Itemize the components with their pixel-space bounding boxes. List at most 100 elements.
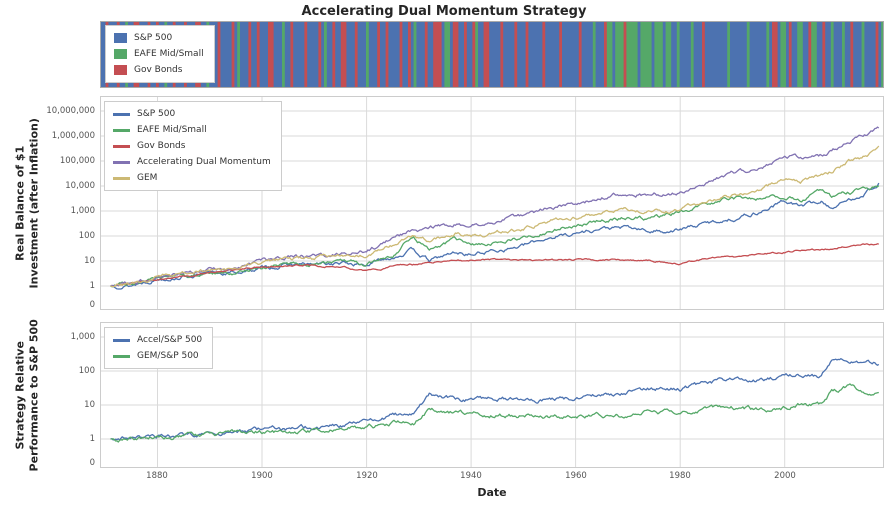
ratio-chart-legend: Accel/S&P 500 GEM/S&P 500 xyxy=(104,327,214,369)
allocation-bar xyxy=(839,21,843,88)
allocation-bar xyxy=(825,21,829,88)
allocation-bar xyxy=(713,21,717,88)
allocation-bar xyxy=(427,21,431,88)
allocation-bar xyxy=(746,21,751,88)
legend-label: GEM/S&P 500 xyxy=(137,351,199,361)
allocation-bar xyxy=(368,21,373,88)
allocation-bar xyxy=(595,21,599,88)
allocation-bar xyxy=(522,21,527,88)
allocation-bar xyxy=(433,21,437,88)
allocation-bar xyxy=(556,21,560,88)
allocation-bar xyxy=(324,21,328,88)
y-tick-label: 1 xyxy=(89,434,95,444)
allocation-bar xyxy=(559,21,563,88)
allocation-bar xyxy=(816,21,821,88)
allocation-legend: S&P 500 EAFE Mid/Small Gov Bonds xyxy=(105,25,215,83)
y-tick-label: 10 xyxy=(84,400,95,410)
allocation-bar xyxy=(844,21,849,88)
legend-label: S&P 500 xyxy=(137,109,176,119)
allocation-bar xyxy=(528,21,532,88)
allocation-bar xyxy=(660,21,664,88)
allocation-bar xyxy=(772,21,776,88)
allocation-bar xyxy=(416,21,420,88)
allocation-bar xyxy=(850,21,854,88)
allocation-bar xyxy=(766,21,770,88)
allocation-bar xyxy=(298,21,303,88)
allocation-bar xyxy=(732,21,737,88)
allocation-bar xyxy=(612,21,616,88)
allocation-bar xyxy=(536,21,541,88)
allocation-bar xyxy=(321,21,325,88)
legend-swatch xyxy=(114,49,127,59)
allocation-bar xyxy=(100,21,104,88)
allocation-bar xyxy=(545,21,549,88)
allocation-bar xyxy=(682,21,686,88)
allocation-bar xyxy=(735,21,739,88)
allocation-bar xyxy=(240,21,244,88)
allocation-bar xyxy=(847,21,851,88)
legend-label: Accelerating Dual Momentum xyxy=(137,157,271,167)
allocation-bar xyxy=(738,21,742,88)
allocation-bar xyxy=(629,21,633,88)
allocation-bar xyxy=(312,21,317,88)
series-accelerating-dual-momentum xyxy=(110,126,880,287)
y-tick-label: 100,000 xyxy=(59,156,95,166)
allocation-bar xyxy=(377,21,381,88)
allocation-bar xyxy=(780,21,784,88)
allocation-bar xyxy=(822,21,826,88)
allocation-bar xyxy=(340,21,345,88)
allocation-bar xyxy=(284,21,289,88)
allocation-bar xyxy=(343,21,347,88)
allocation-bar xyxy=(444,21,448,88)
allocation-bar xyxy=(234,21,238,88)
allocation-bar xyxy=(842,21,846,88)
allocation-bar xyxy=(410,21,415,88)
allocation-bar xyxy=(338,21,342,88)
allocation-bar xyxy=(478,21,482,88)
allocation-bar xyxy=(581,21,585,88)
allocation-bar xyxy=(494,21,499,88)
allocation-bar xyxy=(774,21,779,88)
allocation-bar xyxy=(380,21,384,88)
allocation-bar xyxy=(486,21,490,88)
legend-item: GEM/S&P 500 xyxy=(113,348,202,364)
allocation-bar xyxy=(226,21,230,88)
allocation-bar xyxy=(584,21,588,88)
allocation-bar xyxy=(450,21,454,88)
legend-swatch xyxy=(113,354,130,358)
legend-label: Gov Bonds xyxy=(134,65,183,75)
allocation-bar xyxy=(245,21,249,88)
allocation-bar xyxy=(749,21,753,88)
allocation-bar xyxy=(399,21,403,88)
allocation-bar xyxy=(354,21,359,88)
allocation-bar xyxy=(223,21,227,88)
legend-label: Gov Bonds xyxy=(137,141,186,151)
legend-swatch xyxy=(113,112,130,116)
allocation-bar xyxy=(651,21,655,88)
allocation-bar xyxy=(562,21,566,88)
legend-label: Accel/S&P 500 xyxy=(137,335,203,345)
series-gem-s-p-500 xyxy=(110,383,879,443)
legend-item: Gov Bonds xyxy=(113,138,271,154)
allocation-bar xyxy=(262,21,266,88)
allocation-bar xyxy=(716,21,720,88)
allocation-bar xyxy=(704,21,709,88)
allocation-bar xyxy=(102,21,107,88)
allocation-bar xyxy=(461,21,465,88)
allocation-bar xyxy=(618,21,622,88)
allocation-bar xyxy=(326,21,331,88)
allocation-bar xyxy=(707,21,711,88)
allocation-bar xyxy=(310,21,314,88)
allocation-bar xyxy=(702,21,706,88)
allocation-bar xyxy=(791,21,795,88)
allocation-bar xyxy=(371,21,375,88)
allocation-bar xyxy=(760,21,765,88)
allocation-bar xyxy=(721,21,725,88)
allocation-bar xyxy=(405,21,409,88)
allocation-bar xyxy=(531,21,535,88)
allocation-bar xyxy=(856,21,860,88)
legend-item: Accel/S&P 500 xyxy=(113,332,202,348)
strip-border xyxy=(100,21,884,88)
allocation-bar xyxy=(637,21,641,88)
allocation-bar xyxy=(632,21,636,88)
